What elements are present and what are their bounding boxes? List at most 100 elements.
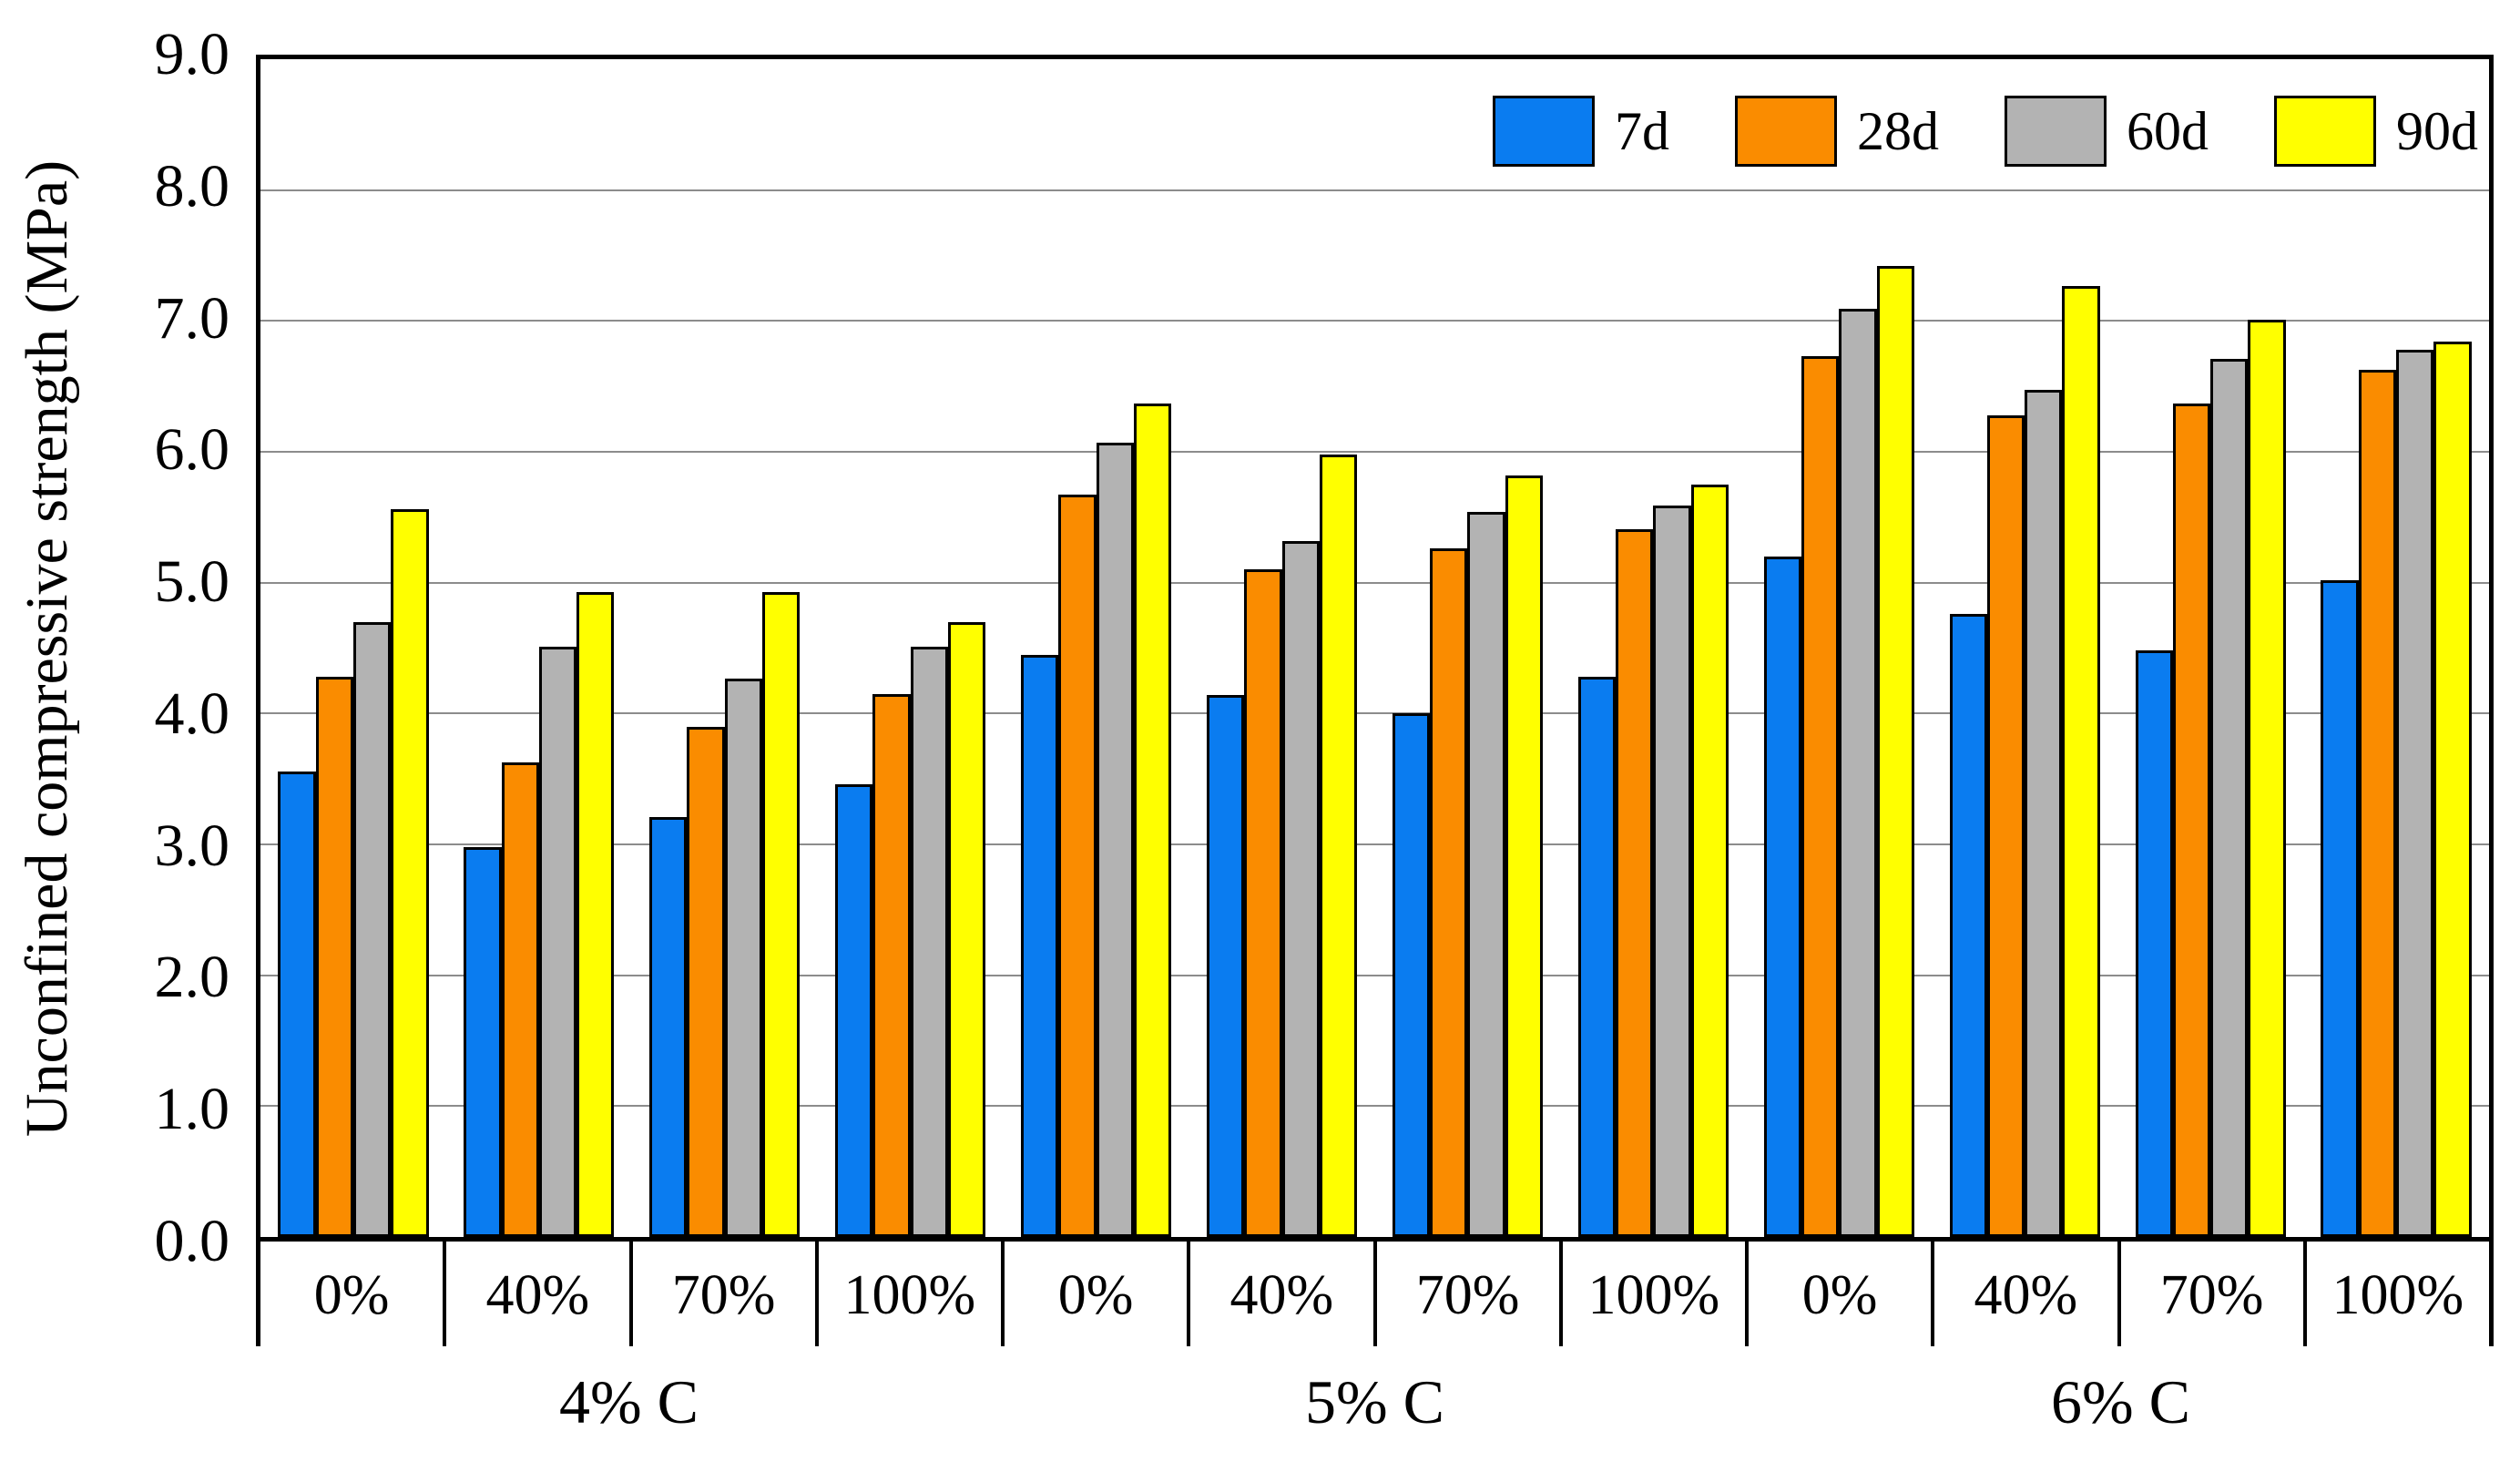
bar-60d	[352, 621, 392, 1237]
legend-item: 7d	[1493, 96, 1669, 167]
bar-group	[2303, 59, 2489, 1237]
gridline	[260, 1105, 2489, 1108]
bar-28d	[1058, 495, 1097, 1237]
bar-7d	[278, 771, 316, 1237]
bar-7d	[1577, 677, 1617, 1237]
bar-90d	[947, 621, 986, 1237]
x-category-label: 70%	[2121, 1242, 2307, 1346]
legend: 7d 28d 60d 90d	[1493, 96, 2478, 167]
bar-group	[1189, 59, 1375, 1237]
bar-group	[1746, 59, 1932, 1237]
gridline	[260, 320, 2489, 322]
ytick-label: 7.0	[154, 284, 230, 352]
legend-swatch	[2005, 96, 2107, 167]
bar-60d	[1281, 540, 1320, 1237]
legend-swatch	[2274, 96, 2376, 167]
bar-28d	[1801, 356, 1840, 1237]
bar-90d	[1133, 403, 1172, 1237]
bar-28d	[687, 726, 725, 1237]
bar-group	[446, 59, 632, 1237]
bar-28d	[1244, 569, 1282, 1237]
bar-7d	[2135, 650, 2173, 1237]
bar-60d	[2210, 359, 2249, 1237]
bar-90d	[762, 591, 801, 1237]
bar-90d	[1505, 475, 1544, 1237]
bar-60d	[538, 647, 577, 1237]
gridline	[260, 581, 2489, 584]
bar-60d	[2025, 390, 2063, 1237]
gridline	[260, 189, 2489, 191]
bar-group	[818, 59, 1004, 1237]
gridline	[260, 712, 2489, 715]
ytick-label: 9.0	[154, 21, 230, 87]
bar-90d	[391, 509, 429, 1237]
bar-28d	[1616, 528, 1654, 1237]
gridline	[260, 450, 2489, 453]
bar-90d	[2248, 319, 2286, 1237]
bar-28d	[501, 761, 539, 1237]
x-category-label: 100%	[819, 1242, 1005, 1346]
legend-label: 90d	[2396, 101, 2478, 161]
bar-group	[260, 59, 446, 1237]
bar-7d	[464, 846, 502, 1237]
bar-60d	[2396, 349, 2434, 1237]
x-category-label: 100%	[1563, 1242, 1749, 1346]
x-group-label: 6% C	[2051, 1367, 2190, 1436]
x-axis-category-row: 0% 40% 70% 100% 0% 40% 70% 100% 0% 40% 70% 100%	[256, 1242, 2494, 1346]
x-group-label: 5% C	[1305, 1367, 1444, 1436]
bar-group	[1932, 59, 2117, 1237]
legend-swatch	[1493, 96, 1595, 167]
bar-7d	[1949, 614, 1987, 1237]
x-category-label: 0%	[1005, 1242, 1191, 1346]
x-group-label: 4% C	[559, 1367, 699, 1436]
bar-60d	[724, 678, 763, 1237]
ytick-label: 5.0	[154, 548, 230, 616]
bar-28d	[2172, 403, 2211, 1237]
bar-28d	[1430, 548, 1468, 1237]
bar-90d	[1690, 484, 1729, 1237]
bar-60d	[1839, 309, 1877, 1237]
ytick-label: 8.0	[154, 152, 230, 220]
bar-7d	[1206, 695, 1245, 1237]
x-category-label: 70%	[1377, 1242, 1563, 1346]
bar-7d	[649, 816, 688, 1237]
bar-90d	[1319, 454, 1358, 1237]
bar-90d	[2433, 342, 2472, 1237]
x-category-label: 40%	[1190, 1242, 1377, 1346]
legend-label: 7d	[1615, 101, 1669, 161]
x-category-label: 0%	[260, 1242, 447, 1346]
ytick-label: 0.0	[154, 1208, 230, 1274]
ytick-label: 3.0	[154, 812, 230, 879]
ytick-label: 4.0	[154, 680, 230, 747]
legend-item: 90d	[2274, 96, 2478, 167]
plot-area: 7d 28d 60d 90d	[256, 55, 2494, 1242]
legend-label: 28d	[1857, 101, 1939, 161]
x-category-label: 40%	[1934, 1242, 2121, 1346]
bar-28d	[872, 693, 911, 1237]
bar-28d	[1986, 414, 2025, 1237]
bar-60d	[1467, 512, 1505, 1237]
bar-60d	[1653, 505, 1691, 1237]
x-axis-group-row: 4% C 5% C 6% C	[256, 1346, 2494, 1456]
legend-label: 60d	[2127, 101, 2209, 161]
bar-group	[1560, 59, 1746, 1237]
x-category-label: 0%	[1749, 1242, 1935, 1346]
bar-7d	[1021, 654, 1059, 1237]
legend-item: 60d	[2005, 96, 2209, 167]
bar-7d	[835, 783, 873, 1237]
bar-60d	[910, 647, 948, 1237]
legend-item: 28d	[1735, 96, 1939, 167]
ytick-label: 2.0	[154, 944, 230, 1011]
bar-7d	[2321, 579, 2359, 1237]
bar-group	[632, 59, 818, 1237]
bar-group	[2117, 59, 2303, 1237]
bar-90d	[2062, 285, 2100, 1237]
bar-7d	[1763, 556, 1801, 1237]
bar-28d	[315, 677, 353, 1237]
gridline	[260, 974, 2489, 976]
x-category-label: 100%	[2331, 1264, 2464, 1326]
ytick-label: 1.0	[154, 1076, 230, 1143]
ytick-label: 6.0	[154, 416, 230, 484]
bar-group	[1375, 59, 1561, 1237]
bar-90d	[576, 591, 615, 1237]
